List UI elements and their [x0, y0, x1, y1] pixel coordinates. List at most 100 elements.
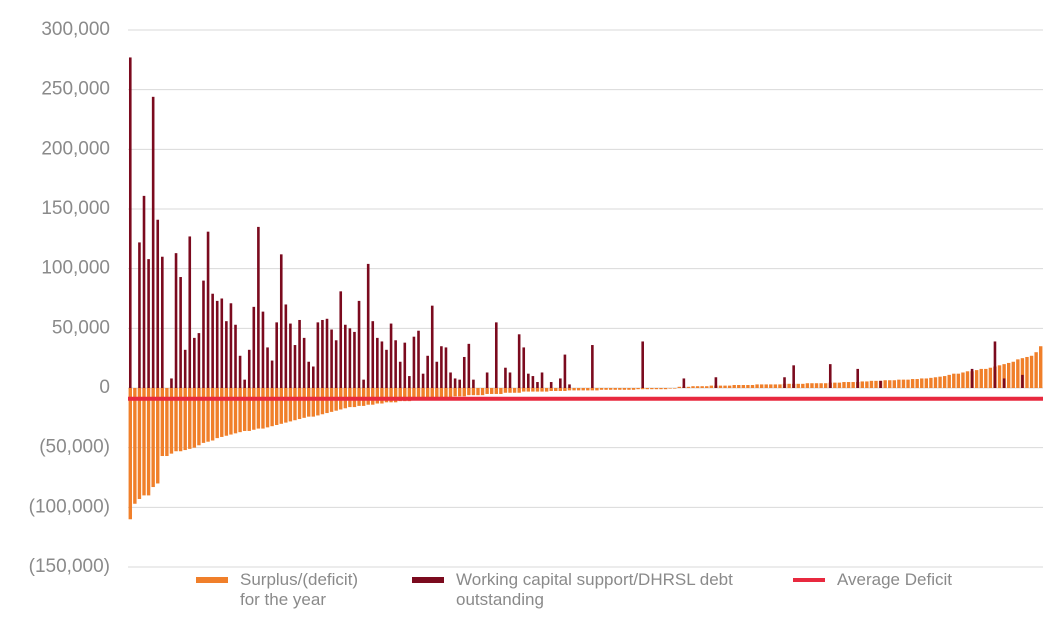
bar — [476, 388, 480, 396]
bar — [270, 360, 274, 388]
bar — [828, 364, 832, 388]
bar — [321, 319, 324, 388]
bar — [718, 385, 723, 388]
bar — [915, 379, 919, 388]
y-tick-label: 50,000 — [52, 317, 110, 338]
bar — [778, 384, 782, 388]
bar — [590, 388, 595, 391]
bar — [238, 355, 242, 388]
bar — [261, 388, 265, 429]
bar — [544, 388, 549, 392]
bar — [924, 378, 929, 388]
bar — [910, 379, 915, 388]
bar — [787, 383, 791, 388]
bar — [613, 388, 617, 390]
legend-swatch — [196, 577, 228, 583]
bar — [526, 388, 531, 392]
bar — [293, 345, 297, 388]
bar — [215, 388, 219, 439]
bar — [247, 349, 251, 388]
bar — [197, 388, 201, 446]
bar — [627, 388, 631, 390]
bar — [494, 388, 498, 394]
bar — [334, 340, 338, 388]
bar — [942, 376, 947, 388]
bar — [138, 242, 141, 388]
bar — [1002, 364, 1006, 388]
bar — [151, 96, 155, 389]
bar — [293, 388, 297, 421]
y-tick-label: (100,000) — [29, 496, 110, 517]
bar — [462, 388, 466, 397]
bar — [156, 388, 160, 484]
bar — [686, 386, 691, 388]
bar — [581, 388, 585, 391]
bar — [160, 388, 165, 457]
bar — [956, 373, 961, 388]
bar — [128, 388, 132, 520]
y-tick-label: 100,000 — [41, 258, 110, 279]
bar — [389, 388, 393, 403]
bar — [1002, 378, 1006, 388]
bar — [759, 384, 764, 388]
bar — [229, 303, 233, 388]
bar — [289, 323, 292, 388]
bar — [472, 379, 475, 388]
legend-swatch — [793, 578, 825, 582]
y-tick-label: 250,000 — [41, 79, 110, 100]
bar — [677, 386, 681, 388]
bar — [380, 341, 384, 388]
bar — [417, 330, 420, 388]
bar — [362, 379, 365, 388]
bar — [792, 365, 795, 388]
bar — [559, 378, 562, 388]
bar — [769, 384, 773, 388]
bar — [412, 388, 416, 400]
bar — [444, 347, 448, 388]
bar — [394, 340, 397, 388]
bar — [700, 386, 704, 388]
bar — [279, 388, 283, 424]
bar — [426, 355, 429, 388]
bar — [984, 368, 988, 388]
bar — [961, 372, 965, 388]
bar — [161, 256, 164, 388]
bar — [636, 388, 640, 390]
bar — [192, 388, 197, 448]
bar — [947, 374, 951, 388]
bar — [503, 388, 508, 393]
bar — [252, 306, 256, 388]
bar — [535, 388, 540, 392]
bar — [563, 388, 567, 391]
bar — [371, 321, 375, 388]
bar — [279, 254, 283, 388]
bar — [576, 388, 581, 391]
bar — [430, 305, 434, 388]
bar — [462, 356, 466, 388]
bar — [412, 336, 416, 388]
bar — [604, 388, 608, 390]
bar — [376, 337, 379, 388]
bar — [256, 388, 261, 429]
bar — [485, 388, 489, 394]
bar — [732, 385, 736, 388]
bar — [568, 384, 571, 388]
bar — [599, 388, 604, 390]
bar — [408, 376, 411, 388]
bar — [142, 195, 146, 388]
bar — [375, 388, 380, 404]
bar — [974, 370, 979, 388]
bar — [416, 388, 421, 400]
bar — [225, 321, 228, 388]
bar — [814, 383, 819, 388]
bar — [393, 388, 398, 403]
bar — [631, 388, 636, 390]
bar — [920, 378, 924, 388]
bar — [211, 293, 214, 388]
bar — [128, 57, 132, 389]
bar — [640, 388, 645, 390]
bar — [467, 343, 471, 388]
bar — [540, 388, 544, 392]
bar — [746, 385, 750, 388]
bar — [439, 388, 444, 398]
